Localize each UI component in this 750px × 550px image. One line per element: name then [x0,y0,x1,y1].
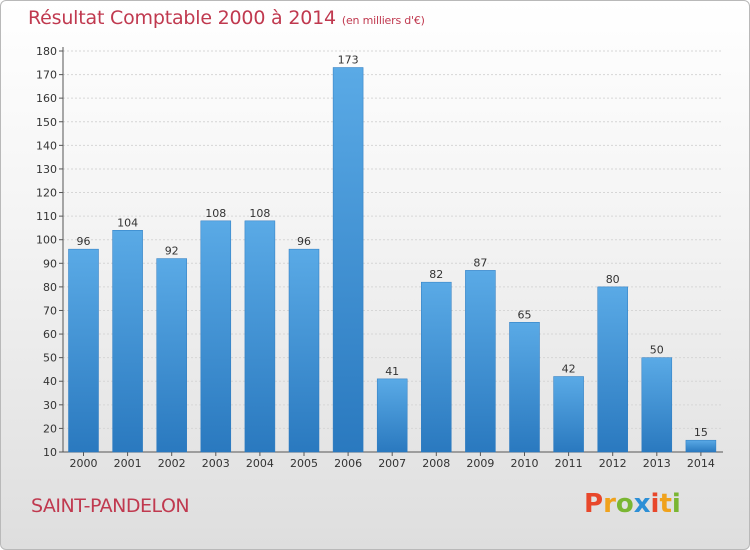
x-tick-label: 2004 [246,457,274,470]
y-tick-label: 150 [36,116,57,129]
logo-letter: i [650,489,660,519]
data-label: 80 [606,273,620,286]
y-tick-label: 60 [43,328,57,341]
data-label: 87 [473,256,487,269]
y-tick-label: 30 [43,399,57,412]
bar-2003 [200,220,232,453]
data-label: 96 [297,235,311,248]
data-label: 92 [165,245,179,258]
logo-letter: r [603,489,616,519]
bar-2009 [465,270,496,453]
chart-title: Résultat Comptable 2000 à 2014 (en millie… [28,7,425,29]
y-tick-label: 40 [43,375,57,388]
bar-2010 [509,322,540,453]
data-label: 104 [117,216,138,229]
logo-letter: P [584,489,604,519]
x-tick-label: 2007 [378,457,406,470]
bar-2011 [553,376,584,453]
x-tick-label: 2005 [290,457,318,470]
y-tick-label: 170 [36,69,57,82]
bar-2002 [156,258,187,453]
data-label: 42 [562,363,576,376]
y-tick-label: 130 [36,163,57,176]
bar-2001 [112,230,143,453]
x-tick-label: 2002 [158,457,186,470]
x-tick-label: 2001 [114,457,142,470]
bars [68,67,717,453]
x-tick-label: 2011 [555,457,583,470]
y-tick-label: 160 [36,92,57,105]
x-tick-label: 2012 [599,457,627,470]
x-tick-label: 2013 [643,457,671,470]
bar-2004 [244,220,276,453]
y-tick-label: 90 [43,257,57,270]
x-tick-label: 2000 [70,457,98,470]
chart-subtitle: (en milliers d'€) [341,14,425,27]
commune-name: SAINT-PANDELON [31,495,190,517]
x-tick-label: 2003 [202,457,230,470]
data-label: 108 [205,207,226,220]
logo-letter: x [633,489,651,519]
bar-2014 [685,439,717,453]
proxiti-logo[interactable]: Proxiti [584,489,681,519]
y-tick-label: 10 [43,446,57,459]
x-tick-label: 2006 [334,457,362,470]
bar-2007 [376,378,408,453]
bar-2006 [332,67,364,453]
y-tick-label: 120 [36,187,57,200]
logo-letter: o [615,489,634,519]
data-label: 96 [77,235,91,248]
data-label: 15 [694,426,708,439]
x-tick-label: 2009 [466,457,494,470]
y-tick-label: 50 [43,352,57,365]
data-label: 65 [518,308,532,321]
x-tick-label: 2014 [687,457,715,470]
y-tick-label: 80 [43,281,57,294]
bar-2005 [288,248,320,453]
bar-2013 [641,357,673,453]
chart-title-text: Résultat Comptable 2000 à 2014 [28,7,336,29]
axes: 10 20 30 40 50 60 70 80 90 100 110 120 130 140 150 160 1… [36,45,723,470]
y-tick-label: 70 [43,304,57,317]
data-label: 50 [650,344,664,357]
y-tick-label: 110 [36,210,57,223]
y-tick-label: 140 [36,139,57,152]
logo-letter: i [671,489,681,519]
logo-letter: t [659,489,672,519]
y-tick-label: 180 [36,45,57,58]
y-tick-label: 20 [43,422,57,435]
bar-2008 [421,281,452,453]
y-tick-label: 100 [36,234,57,247]
data-label: 41 [385,365,399,378]
bar-2012 [597,286,628,453]
x-tick-label: 2008 [422,457,450,470]
data-label: 108 [249,207,270,220]
bar-2000 [68,248,99,453]
data-labels: 96 104 92 108 108 96 173 41 82 87 65 42 80 50 15 [77,54,708,440]
x-tick-label: 2010 [511,457,539,470]
data-label: 173 [338,54,359,67]
data-label: 82 [429,268,443,281]
